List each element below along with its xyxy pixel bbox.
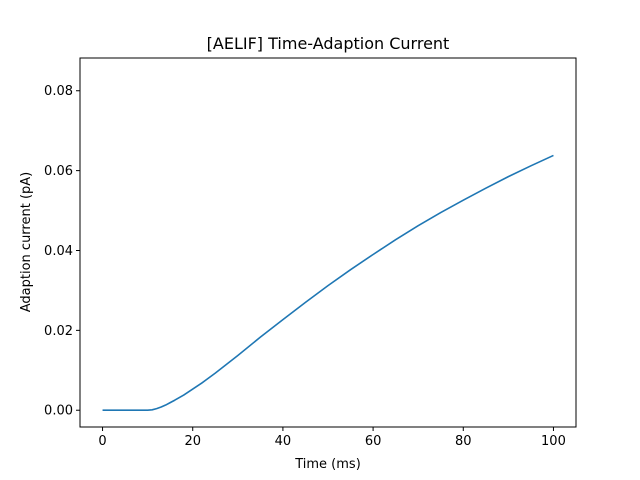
x-tick-label: 60 (365, 434, 382, 449)
y-tick-label: 0.00 (44, 404, 73, 419)
y-tick-label: 0.06 (44, 164, 73, 179)
y-tick-label: 0.02 (44, 324, 73, 339)
x-tick-label: 20 (184, 434, 201, 449)
y-axis: 0.00 0.02 0.04 0.06 0.08 (44, 84, 80, 419)
x-tick-label: 40 (275, 434, 292, 449)
plot-area (79, 57, 577, 428)
x-axis-label: Time (ms) (294, 457, 361, 472)
series-line (102, 154, 554, 412)
series-layer (102, 154, 554, 412)
y-axis-label: Adaption current (pA) (19, 172, 34, 313)
x-tick-label: 80 (455, 434, 472, 449)
x-tick-label: 0 (98, 434, 106, 449)
x-axis: 0 20 40 60 80 100 (98, 427, 566, 449)
y-tick-label: 0.04 (44, 244, 73, 259)
y-tick-label: 0.08 (44, 84, 73, 99)
x-tick-label: 100 (541, 434, 566, 449)
chart-title: [AELIF] Time-Adaption Current (207, 34, 450, 53)
